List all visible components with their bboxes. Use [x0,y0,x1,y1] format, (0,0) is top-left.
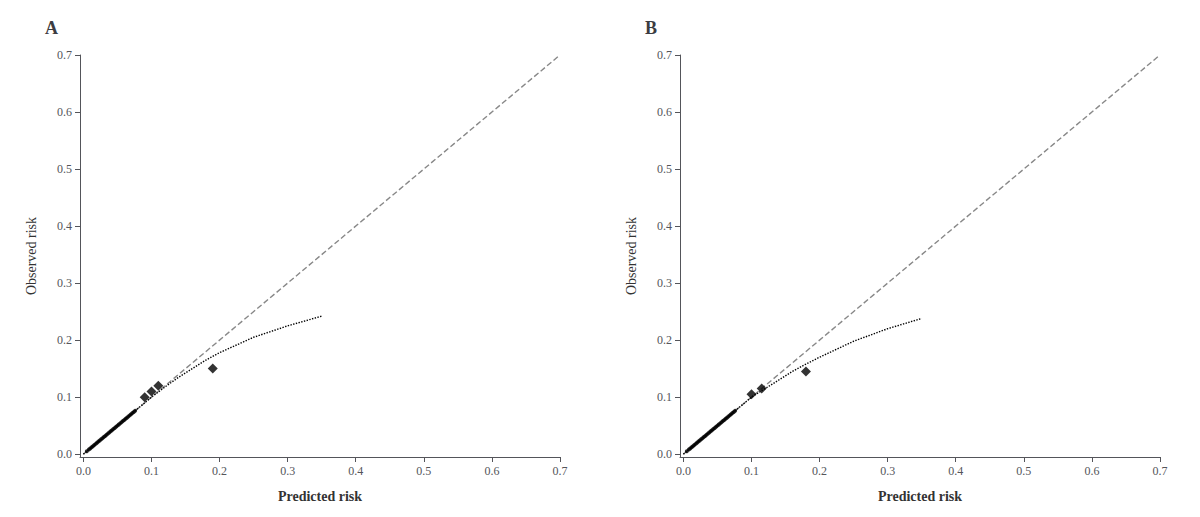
svg-text:0.3: 0.3 [280,464,295,478]
svg-text:0.3: 0.3 [57,276,72,290]
svg-text:0.0: 0.0 [657,447,672,461]
svg-text:0.5: 0.5 [57,162,72,176]
svg-text:0.1: 0.1 [57,390,72,404]
svg-text:0.4: 0.4 [57,219,72,233]
svg-text:0.6: 0.6 [657,105,672,119]
svg-text:0.0: 0.0 [57,447,72,461]
svg-text:0.1: 0.1 [744,464,759,478]
svg-text:0.7: 0.7 [57,48,72,62]
svg-text:0.6: 0.6 [1084,464,1099,478]
svg-text:0.1: 0.1 [657,390,672,404]
svg-text:0.2: 0.2 [212,464,227,478]
svg-text:0.0: 0.0 [676,464,691,478]
svg-text:0.6: 0.6 [484,464,499,478]
svg-text:0.3: 0.3 [657,276,672,290]
svg-text:Observed risk: Observed risk [24,217,39,295]
svg-text:Predicted risk: Predicted risk [278,489,362,504]
svg-text:0.5: 0.5 [1016,464,1031,478]
svg-text:Observed risk: Observed risk [624,217,639,295]
svg-text:0.2: 0.2 [812,464,827,478]
svg-text:0.7: 0.7 [657,48,672,62]
svg-text:0.4: 0.4 [657,219,672,233]
svg-text:0.3: 0.3 [880,464,895,478]
svg-text:0.6: 0.6 [57,105,72,119]
svg-text:0.5: 0.5 [657,162,672,176]
svg-text:0.4: 0.4 [948,464,963,478]
svg-text:0.1: 0.1 [144,464,159,478]
svg-text:A: A [45,18,58,38]
svg-text:0.2: 0.2 [57,333,72,347]
svg-text:0.0: 0.0 [76,464,91,478]
svg-text:0.7: 0.7 [553,464,568,478]
svg-text:0.7: 0.7 [1153,464,1168,478]
svg-text:B: B [645,18,657,38]
svg-text:0.4: 0.4 [348,464,363,478]
svg-text:0.5: 0.5 [416,464,431,478]
svg-text:0.2: 0.2 [657,333,672,347]
svg-text:Predicted risk: Predicted risk [878,489,962,504]
